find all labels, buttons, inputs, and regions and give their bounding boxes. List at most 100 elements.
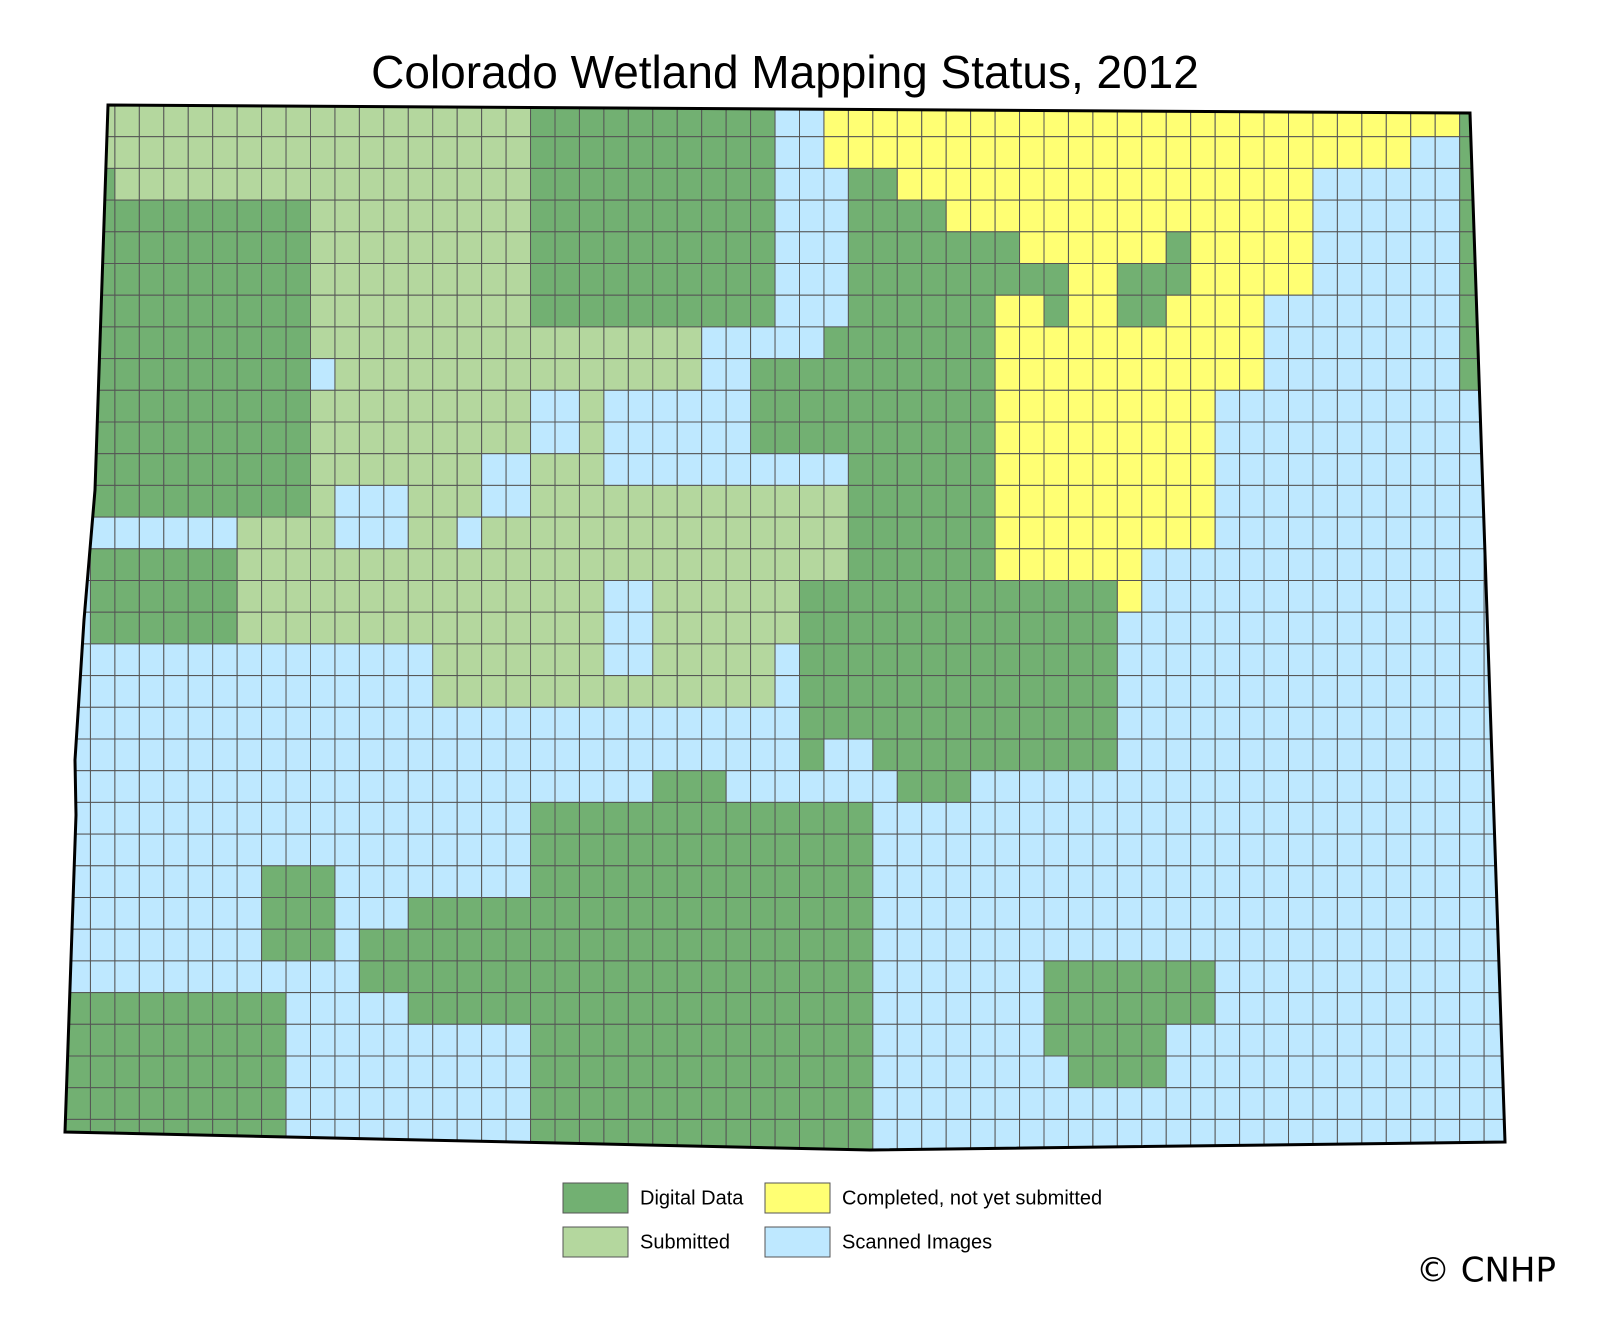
map-cell [945,294,972,328]
map-cell [945,199,972,233]
map-cell [1385,960,1412,994]
map-cell [383,421,409,455]
map-cell [456,897,483,930]
map-cell [1434,643,1461,677]
map-cell [1239,675,1265,708]
map-cell [1165,167,1192,201]
map-cell [1312,643,1338,677]
map-cell [627,675,654,708]
map-cell [530,833,556,867]
map-cell [872,1055,898,1089]
map-cell [530,136,556,169]
map-cell [1434,231,1461,265]
map-cell [750,136,776,169]
map-cell [65,199,91,233]
map-cell [89,960,116,994]
map-cell [212,801,238,835]
map-cell [652,801,678,835]
map-cell [407,199,434,233]
map-cell [1190,484,1216,518]
map-cell [774,516,800,550]
map-cell [603,105,629,138]
map-cell [1239,865,1265,898]
map-cell [676,706,703,740]
map-cell [799,263,825,296]
map-cell [578,453,605,486]
map-cell [285,1087,311,1120]
map-cell [994,1055,1021,1089]
map-cell [627,421,654,455]
map-cell [1263,167,1290,201]
map-cell [1239,326,1265,360]
map-cell [627,326,654,360]
map-cell [994,389,1021,423]
map-cell [970,199,996,233]
map-cell [823,484,849,518]
map-cell [1288,1087,1314,1120]
map-cell [799,865,825,898]
map-cell [823,453,849,486]
map-cell [505,421,532,455]
map-cell [627,643,654,677]
map-cell [505,960,532,994]
map-cell [1385,231,1412,265]
map-cell [1361,865,1387,898]
map-cell [65,484,91,518]
map-cell [652,1055,678,1089]
map-cell [1385,136,1412,169]
map-cell [383,865,409,898]
map-cell [896,1118,923,1150]
map-cell [1263,199,1290,233]
map-grid [65,105,1505,1150]
map-cell [554,897,580,930]
map-cell [1483,231,1505,265]
map-cell [1263,928,1290,962]
map-cell [1067,484,1094,518]
map-cell [652,897,678,930]
map-cell [578,643,605,677]
map-cell [1141,706,1167,740]
map-cell [1092,928,1118,962]
map-cell [310,580,336,613]
map-cell [554,1023,580,1057]
map-cell [921,675,947,708]
map-cell [285,770,311,803]
map-cell [1459,580,1485,613]
map-cell [456,960,483,994]
map-cell [1116,294,1143,328]
state-outline [63,103,1507,1152]
map-cell [65,358,91,391]
map-cell [1165,294,1192,328]
map-cell [701,453,727,486]
map-cell [1434,421,1461,455]
map-cell [676,897,703,930]
map-cell [285,105,311,138]
map-cell [285,897,311,930]
map-cell [1067,231,1094,265]
map-cell [407,421,434,455]
map-cell [1263,833,1290,867]
map-cell [1165,801,1192,835]
map-cell [212,231,238,265]
map-cell [1263,421,1290,455]
map-cell [1410,580,1436,613]
map-cell [89,1087,116,1120]
map-cell [1312,1023,1338,1057]
map-cell [1092,453,1118,486]
map-cell [872,675,898,708]
map-cell [1312,231,1338,265]
map-cell [212,294,238,328]
map-cell [187,770,214,803]
map-cell [676,1055,703,1089]
map-cell [921,992,947,1025]
map-cell [945,1055,972,1089]
map-cell [1312,675,1338,708]
map-cell [1459,263,1485,296]
map-cell [774,294,800,328]
map-cell [481,389,507,423]
map-cell [407,928,434,962]
map-cell [212,1087,238,1120]
map-cell [970,611,996,645]
map-cell [1067,801,1094,835]
map-cell [872,231,898,265]
